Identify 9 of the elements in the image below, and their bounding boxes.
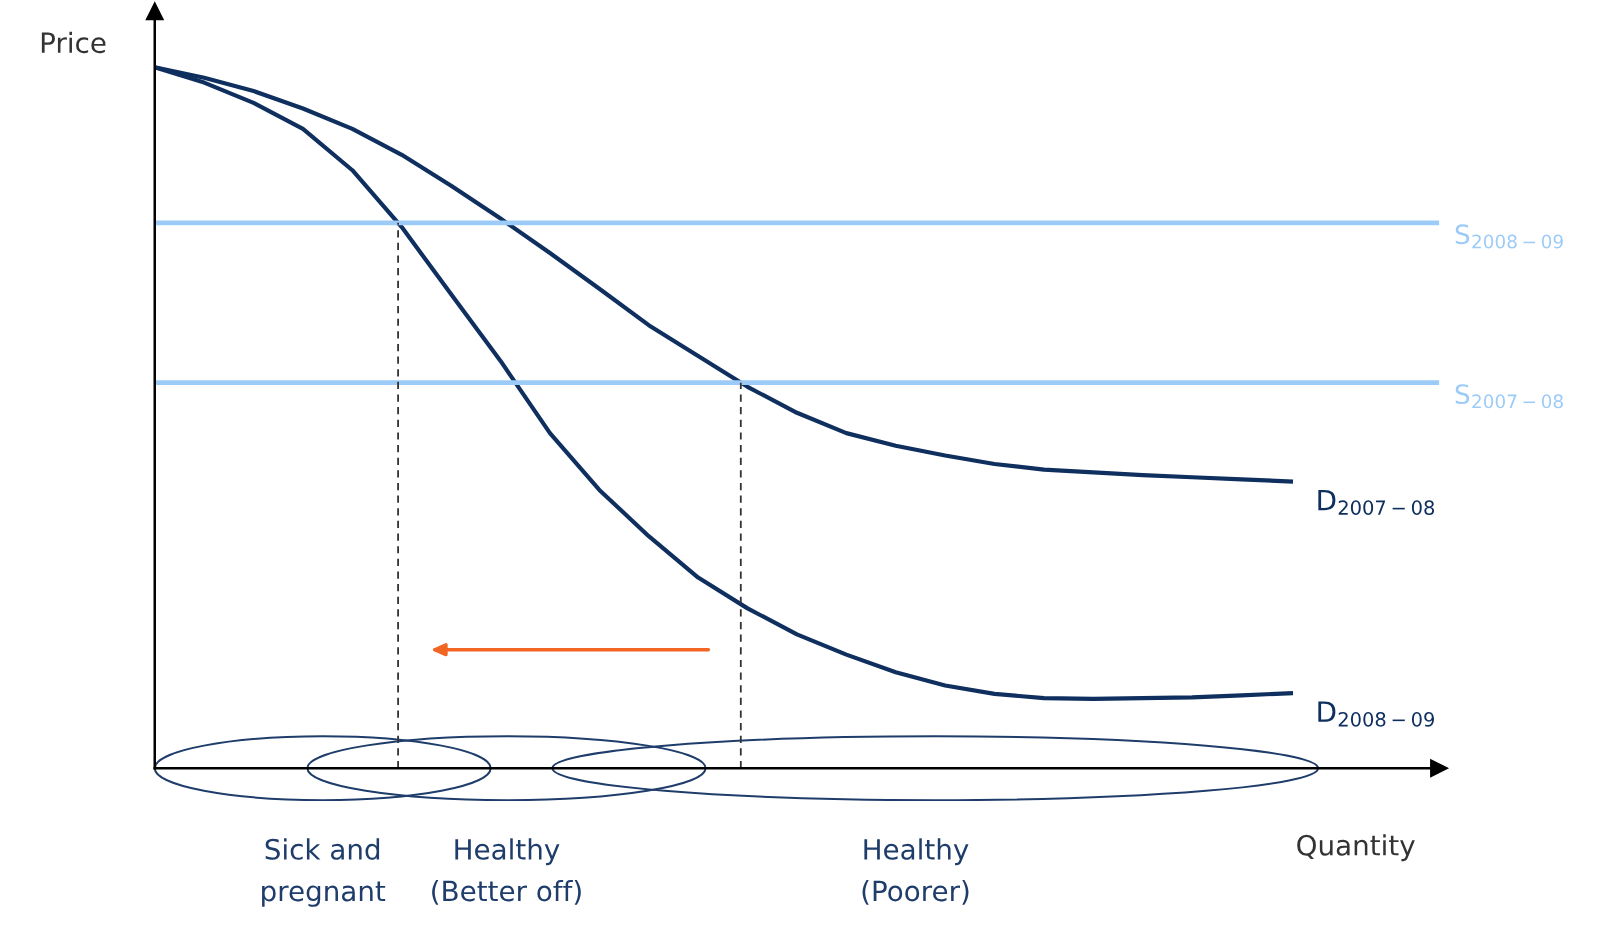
text: Healthy (Poorer) <box>862 838 969 905</box>
ref-line-label: S$_{2008−09}$ <box>1455 224 1563 249</box>
ref-line-label: S$_{2007−08}$ <box>1455 384 1563 409</box>
text: Healthy (Better off) <box>432 838 581 905</box>
y-axis-title: Price <box>41 31 106 54</box>
x-axis-title: Quantity <box>1297 834 1415 862</box>
text: Sick and pregnant <box>262 838 386 907</box>
series-label: D$_{2008−09}$ <box>1318 701 1435 727</box>
series-label: D$_{2007−08}$ <box>1318 489 1435 515</box>
